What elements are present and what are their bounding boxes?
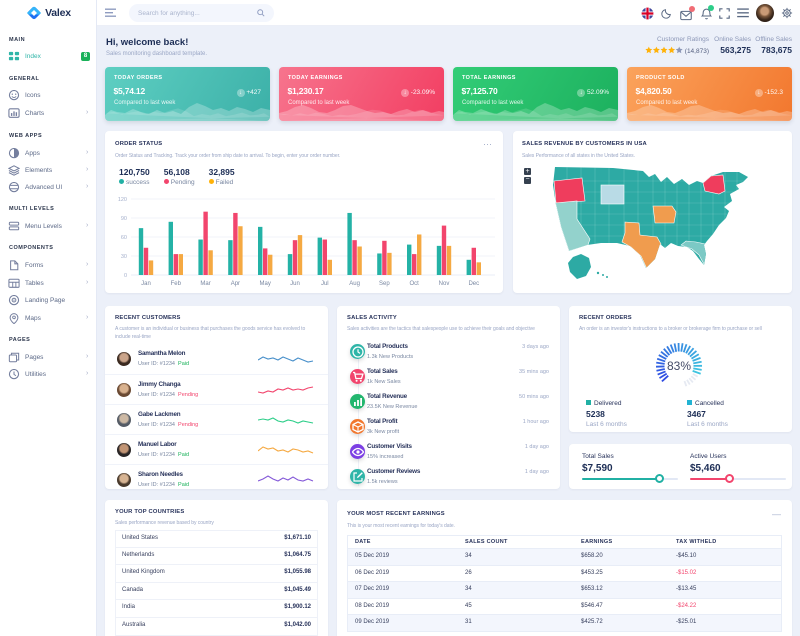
svg-text:May: May [260,281,271,287]
svg-text:83%: 83% [667,359,691,373]
svg-text:30: 30 [121,254,127,260]
svg-text:0: 0 [124,273,127,279]
svg-text:Feb: Feb [171,281,182,287]
svg-text:Sep: Sep [379,281,390,287]
svg-text:60: 60 [121,235,127,241]
svg-text:Oct: Oct [410,281,420,287]
svg-text:Jan: Jan [141,281,151,287]
svg-text:Jul: Jul [321,281,329,287]
svg-text:90: 90 [121,216,127,222]
svg-text:Nov: Nov [439,281,450,287]
svg-text:Apr: Apr [231,281,240,287]
svg-text:Dec: Dec [468,281,479,287]
svg-text:Jun: Jun [290,281,300,287]
svg-text:Mar: Mar [200,281,210,287]
svg-text:120: 120 [118,197,127,203]
svg-text:Aug: Aug [349,281,360,287]
